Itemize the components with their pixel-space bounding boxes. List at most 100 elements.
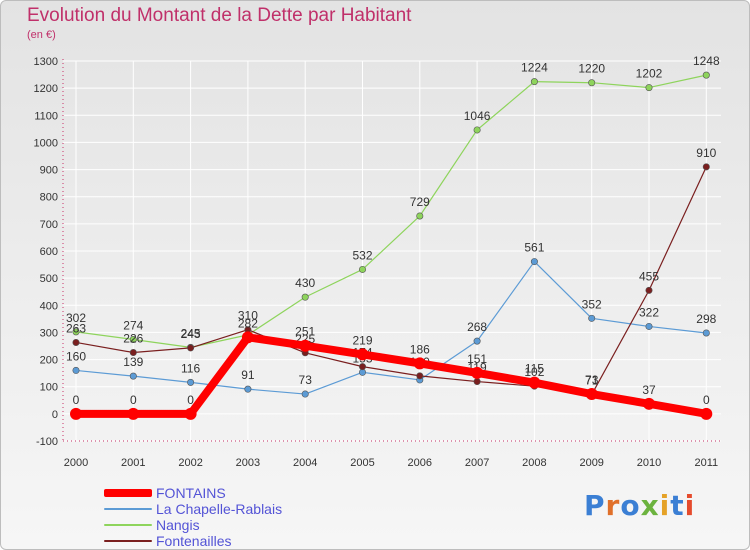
data-point	[588, 314, 596, 322]
x-tick-label: 2011	[694, 457, 718, 469]
data-point	[416, 212, 424, 220]
data-label: 151	[467, 352, 487, 366]
data-point	[72, 366, 80, 374]
x-tick-label: 2008	[522, 457, 546, 469]
data-point	[530, 258, 538, 266]
y-tick-label: 700	[40, 219, 58, 231]
data-point	[301, 293, 309, 301]
data-point	[356, 348, 369, 361]
data-label: 1248	[693, 54, 720, 68]
y-tick-label: 900	[40, 165, 58, 177]
data-point	[129, 335, 137, 343]
y-tick-label: 500	[40, 273, 58, 285]
logo-letter: i	[659, 489, 671, 522]
data-label: 71	[585, 374, 599, 388]
series-line	[75, 166, 707, 396]
data-point	[416, 372, 424, 380]
data-point	[72, 328, 80, 336]
legend-swatch	[104, 540, 152, 542]
data-point	[588, 79, 596, 87]
data-point	[127, 407, 140, 420]
data-label: 160	[66, 349, 86, 363]
data-label: 245	[181, 326, 201, 340]
data-point	[528, 376, 541, 389]
data-label: 219	[352, 333, 372, 347]
logo-letter: o	[620, 489, 641, 522]
data-label: 1046	[464, 109, 491, 123]
data-point	[645, 322, 653, 330]
proxiti-logo: Proxiti	[584, 489, 695, 522]
data-label: 302	[66, 311, 86, 325]
data-label: 263	[66, 321, 86, 335]
data-label: 430	[295, 276, 315, 290]
data-label: 274	[123, 318, 143, 332]
data-label: 0	[703, 393, 710, 407]
y-tick-label: -100	[36, 436, 58, 448]
data-label: 310	[238, 309, 258, 323]
data-label: 0	[130, 393, 137, 407]
data-label: 102	[524, 365, 544, 379]
legend-swatch	[104, 489, 152, 497]
series-line	[72, 333, 711, 418]
data-label: 1202	[636, 67, 663, 81]
x-tick-label: 2004	[293, 457, 317, 469]
data-point	[471, 366, 484, 379]
x-tick-label: 2010	[637, 457, 661, 469]
data-label: 139	[123, 355, 143, 369]
data-point	[585, 388, 598, 401]
data-point	[244, 385, 252, 393]
data-label: 37	[642, 383, 656, 397]
data-label: 91	[241, 368, 255, 382]
y-tick-label: 400	[40, 300, 58, 312]
series-la-chapelle-rablais: 1601391169173153268561352322298	[66, 241, 717, 398]
logo-letter: t	[670, 489, 685, 522]
y-tick-label: 1300	[34, 56, 58, 68]
data-point	[702, 71, 710, 79]
data-label: 243	[181, 327, 201, 341]
data-point	[70, 407, 82, 420]
data-point	[643, 397, 655, 410]
data-label: 298	[696, 312, 716, 326]
data-point	[645, 84, 653, 92]
data-point	[473, 337, 481, 345]
y-tick-label: 200	[40, 355, 58, 367]
series-fontains: 0 0 0 282 251 219 186 151 115 73 37 0	[70, 316, 713, 420]
legend-swatch	[104, 508, 152, 510]
data-point	[700, 407, 713, 420]
data-point	[129, 372, 137, 380]
data-point	[241, 331, 254, 344]
data-label: 73	[585, 373, 599, 387]
legend-label: FONTAINS	[156, 485, 226, 501]
logo-letter: P	[584, 489, 606, 522]
unit-label: (en €)	[27, 29, 56, 41]
y-tick-label: 1100	[34, 110, 58, 122]
data-label: 322	[639, 305, 659, 319]
data-label: 561	[524, 241, 544, 255]
x-tick-label: 2006	[408, 457, 432, 469]
data-label: 115	[525, 362, 544, 376]
legend-label: La Chapelle-Rablais	[156, 501, 283, 517]
data-point	[645, 286, 653, 294]
data-point	[184, 407, 197, 420]
x-tick-label: 2003	[236, 457, 260, 469]
data-point	[413, 357, 426, 370]
data-label: 729	[410, 195, 430, 209]
data-point	[358, 265, 366, 273]
series-line	[75, 260, 707, 395]
data-label: 73	[299, 373, 313, 387]
x-tick-label: 2000	[64, 457, 88, 469]
legend-label: Fontenailles	[156, 533, 232, 549]
data-point	[129, 349, 137, 357]
data-point	[358, 363, 366, 371]
data-label: 352	[582, 297, 602, 311]
y-tick-label: 100	[40, 382, 58, 394]
data-label: 0	[187, 393, 194, 407]
x-tick-label: 2007	[465, 457, 489, 469]
x-tick-label: 2005	[350, 457, 374, 469]
logo-letter: i	[684, 489, 696, 522]
legend-label: Nangis	[156, 517, 200, 533]
x-tick-label: 2002	[178, 457, 202, 469]
data-point	[72, 338, 80, 346]
